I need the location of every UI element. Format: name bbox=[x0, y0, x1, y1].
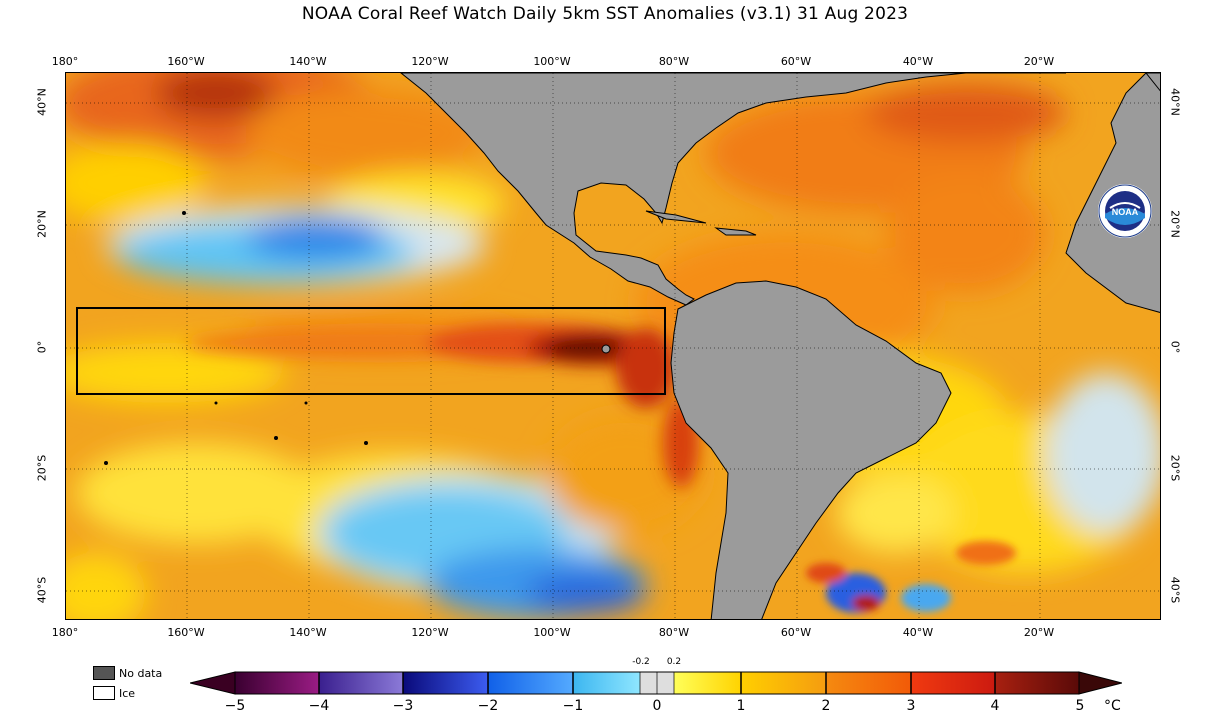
lon-tick: 160°W bbox=[167, 626, 205, 639]
lat-tick: 20°S bbox=[1168, 454, 1182, 482]
colorbar-tick: 5 bbox=[1075, 698, 1085, 714]
colorbar-tick: 2 bbox=[821, 698, 831, 714]
colorbar-tick: −3 bbox=[392, 698, 414, 714]
lon-tick: 160°W bbox=[167, 55, 205, 68]
colorbar-unit: °C bbox=[1104, 698, 1121, 714]
svg-text:NOAA: NOAA bbox=[1112, 207, 1139, 217]
equatorial-warm-tongue bbox=[186, 323, 699, 488]
lat-tick: 0° bbox=[1168, 340, 1182, 354]
colorbar-tick: 1 bbox=[736, 698, 746, 714]
lon-tick: 80°W bbox=[658, 626, 690, 639]
colorbar-tick: 3 bbox=[906, 698, 916, 714]
lat-tick: 40°N bbox=[1168, 88, 1182, 116]
colorbar-tick: 4 bbox=[990, 698, 1000, 714]
colorbar-tick: −5 bbox=[224, 698, 246, 714]
equatorial-region-box bbox=[76, 307, 666, 395]
lon-tick: 180° bbox=[51, 55, 79, 68]
ice-swatch bbox=[93, 686, 115, 700]
south-atlantic-anomalies bbox=[806, 541, 1016, 613]
colorbar bbox=[190, 671, 1122, 695]
lat-tick: 0° bbox=[35, 340, 49, 354]
nodata-label: No data bbox=[119, 667, 163, 680]
lon-tick: 20°W bbox=[1023, 626, 1055, 639]
colorbar-tick: 0 bbox=[652, 698, 662, 714]
nodata-swatch bbox=[93, 666, 115, 680]
lon-tick: 120°W bbox=[411, 55, 449, 68]
colorbar-arrow-right bbox=[1078, 671, 1122, 695]
map-canvas bbox=[66, 73, 1160, 619]
lon-tick: 60°W bbox=[780, 55, 812, 68]
pacific-islands bbox=[104, 211, 611, 465]
lat-tick: 20°N bbox=[1168, 210, 1182, 238]
colorbar-small-tick: -0.2 bbox=[632, 657, 650, 667]
colorbar-tick: −2 bbox=[477, 698, 499, 714]
graticule bbox=[66, 73, 1160, 619]
lon-tick: 140°W bbox=[289, 55, 327, 68]
lon-tick: 100°W bbox=[533, 626, 571, 639]
lat-tick: 40°N bbox=[35, 88, 49, 116]
lon-tick: 40°W bbox=[902, 626, 934, 639]
lat-tick: 40°S bbox=[35, 576, 49, 604]
colorbar-tick: −4 bbox=[308, 698, 330, 714]
colorbar-tick: −1 bbox=[562, 698, 584, 714]
lon-tick: 140°W bbox=[289, 626, 327, 639]
colorbar-arrow-left bbox=[190, 671, 236, 695]
lon-tick: 80°W bbox=[658, 55, 690, 68]
lon-tick: 100°W bbox=[533, 55, 571, 68]
map-title: NOAA Coral Reef Watch Daily 5km SST Anom… bbox=[301, 4, 909, 24]
lon-tick: 40°W bbox=[902, 55, 934, 68]
colorbar-small-tick: 0.2 bbox=[666, 657, 682, 667]
lat-tick: 20°N bbox=[35, 210, 49, 238]
lat-tick: 20°S bbox=[35, 454, 49, 482]
noaa-logo: NOAA bbox=[1098, 184, 1152, 238]
lon-tick: 60°W bbox=[780, 626, 812, 639]
sst-anomaly-map[interactable]: NOAA bbox=[65, 72, 1161, 620]
lon-tick: 180° bbox=[51, 626, 79, 639]
lon-tick: 20°W bbox=[1023, 55, 1055, 68]
lon-tick: 120°W bbox=[411, 626, 449, 639]
lat-tick: 40°S bbox=[1168, 576, 1182, 604]
ice-label: Ice bbox=[119, 687, 136, 700]
